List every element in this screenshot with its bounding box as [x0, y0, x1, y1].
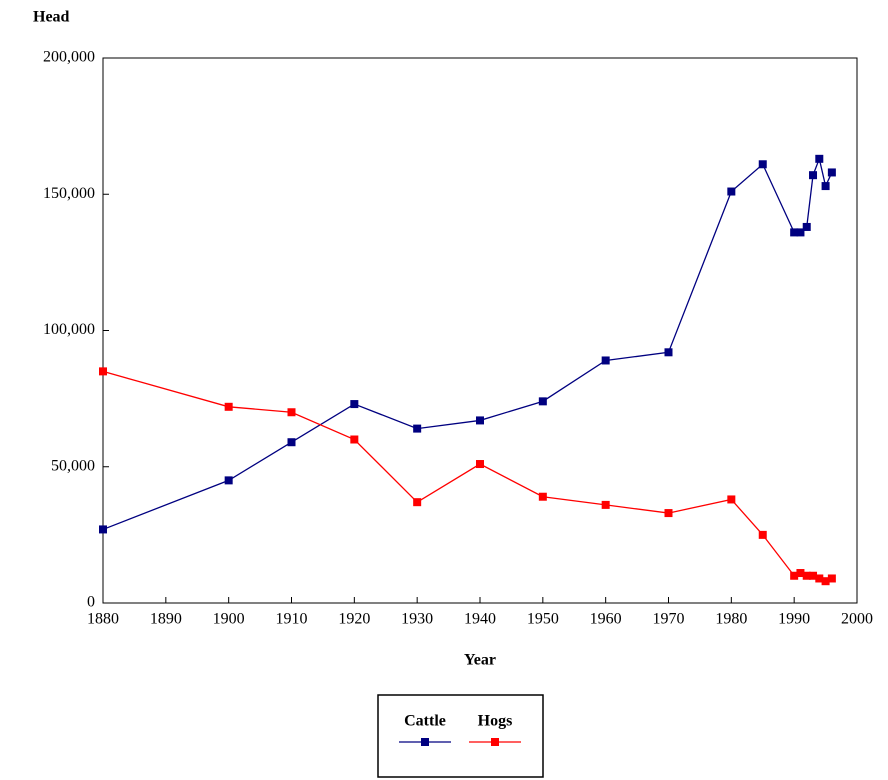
marker [413, 424, 422, 433]
marker [821, 182, 830, 191]
series-line [102, 370, 833, 582]
marker [224, 476, 233, 485]
legend-marker [491, 738, 499, 746]
marker [99, 525, 107, 534]
marker [601, 500, 610, 509]
y-tick-label: 150,000 [43, 185, 95, 202]
legend-label: Cattle [404, 713, 446, 730]
x-tick-label: 1880 [87, 611, 119, 628]
marker [664, 348, 673, 357]
x-axis-label: Year [464, 652, 496, 669]
x-tick-label: 1900 [213, 611, 245, 628]
marker [727, 187, 736, 196]
marker [538, 492, 547, 501]
x-tick-label: 1930 [401, 611, 433, 628]
y-tick-label: 100,000 [43, 321, 95, 338]
marker [350, 400, 359, 409]
marker [796, 569, 805, 578]
y-tick-label: 50,000 [51, 457, 95, 474]
x-tick-label: 2000 [841, 611, 873, 628]
marker [790, 228, 799, 237]
marker [476, 416, 484, 425]
marker [413, 498, 422, 507]
marker [815, 574, 824, 583]
marker [287, 408, 296, 417]
x-tick-label: 1990 [778, 611, 810, 628]
series-line [102, 156, 833, 531]
plot-frame [102, 57, 858, 604]
x-tick-label: 1890 [150, 611, 182, 628]
y-tick-label: 200,000 [43, 49, 95, 66]
y-axis-label: Head [33, 9, 70, 26]
marker [350, 435, 359, 444]
marker [802, 571, 811, 580]
x-tick-label: 1980 [715, 611, 747, 628]
marker [538, 397, 547, 406]
marker [99, 367, 107, 376]
marker [802, 222, 811, 231]
marker [827, 168, 836, 177]
legend-marker [421, 738, 429, 746]
x-tick-label: 1950 [527, 611, 559, 628]
x-tick-label: 1920 [338, 611, 370, 628]
marker [601, 356, 610, 365]
marker [815, 154, 824, 163]
marker [758, 160, 767, 169]
marker [809, 171, 818, 180]
y-tick-label: 0 [87, 594, 95, 611]
marker [664, 509, 673, 518]
marker [796, 228, 805, 237]
marker [790, 571, 799, 580]
x-tick-label: 1970 [653, 611, 685, 628]
marker [224, 402, 233, 411]
marker [758, 530, 767, 539]
marker [827, 574, 836, 583]
legend-label: Hogs [478, 713, 513, 730]
x-tick-label: 1940 [464, 611, 496, 628]
marker [727, 495, 736, 504]
marker [287, 438, 296, 447]
marker [476, 460, 484, 469]
marker [821, 577, 830, 586]
x-tick-label: 1960 [590, 611, 622, 628]
x-tick-label: 1910 [276, 611, 308, 628]
legend-box [377, 694, 544, 778]
marker [809, 571, 818, 580]
